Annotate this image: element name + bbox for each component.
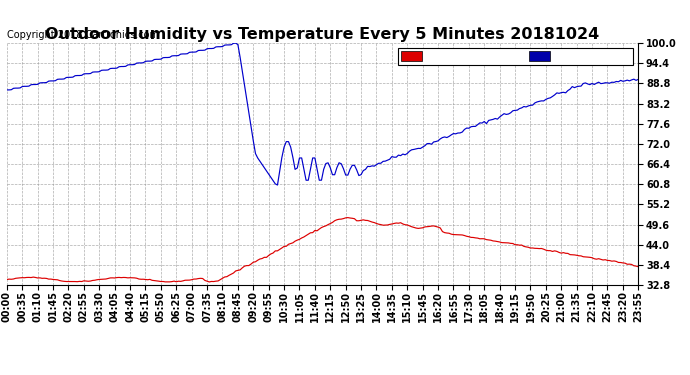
Legend: Temperature (°F), Humidity (%): Temperature (°F), Humidity (%)	[398, 48, 633, 65]
Title: Outdoor Humidity vs Temperature Every 5 Minutes 20181024: Outdoor Humidity vs Temperature Every 5 …	[46, 27, 600, 42]
Text: Copyright 2018 Cartronics.com: Copyright 2018 Cartronics.com	[7, 30, 159, 40]
